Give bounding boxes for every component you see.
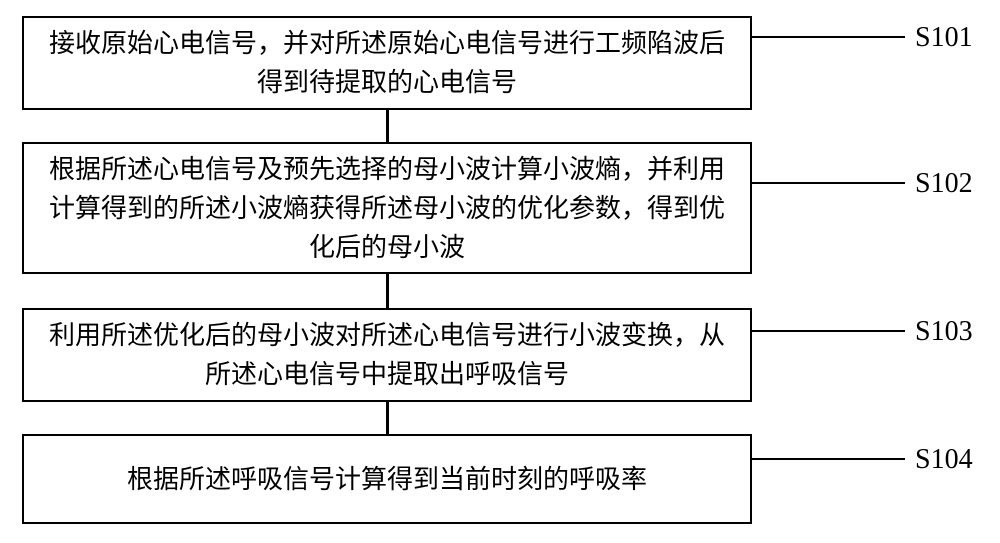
label-text: S104 [915, 444, 973, 475]
step-box-s104: 根据所述呼吸信号计算得到当前时刻的呼吸率 [22, 434, 752, 524]
step-text: 根据所述心电信号及预先选择的母小波计算小波熵，并利用计算得到的所述小波熵获得所述… [42, 150, 732, 267]
step-box-s102: 根据所述心电信号及预先选择的母小波计算小波熵，并利用计算得到的所述小波熵获得所述… [22, 142, 752, 274]
step-text: 接收原始心电信号，并对所述原始心电信号进行工频陷波后得到待提取的心电信号 [42, 24, 732, 102]
connector-line [386, 110, 389, 142]
step-text: 利用所述优化后的母小波对所述心电信号进行小波变换，从所述心电信号中提取出呼吸信号 [42, 316, 732, 394]
connector-line [386, 402, 389, 434]
connector-line [386, 274, 389, 308]
label-connector-line [752, 330, 905, 332]
label-connector-line [752, 458, 905, 460]
label-connector-line [752, 36, 905, 38]
step-label-s104: S104 [915, 444, 973, 476]
step-box-s101: 接收原始心电信号，并对所述原始心电信号进行工频陷波后得到待提取的心电信号 [22, 16, 752, 110]
label-text: S101 [915, 22, 973, 53]
step-label-s103: S103 [915, 316, 973, 348]
flowchart-container: 接收原始心电信号，并对所述原始心电信号进行工频陷波后得到待提取的心电信号 S10… [0, 0, 1000, 543]
step-label-s101: S101 [915, 22, 973, 54]
label-text: S103 [915, 316, 973, 347]
step-box-s103: 利用所述优化后的母小波对所述心电信号进行小波变换，从所述心电信号中提取出呼吸信号 [22, 308, 752, 402]
label-connector-line [752, 182, 905, 184]
label-text: S102 [915, 168, 973, 199]
step-text: 根据所述呼吸信号计算得到当前时刻的呼吸率 [127, 460, 647, 499]
step-label-s102: S102 [915, 168, 973, 200]
